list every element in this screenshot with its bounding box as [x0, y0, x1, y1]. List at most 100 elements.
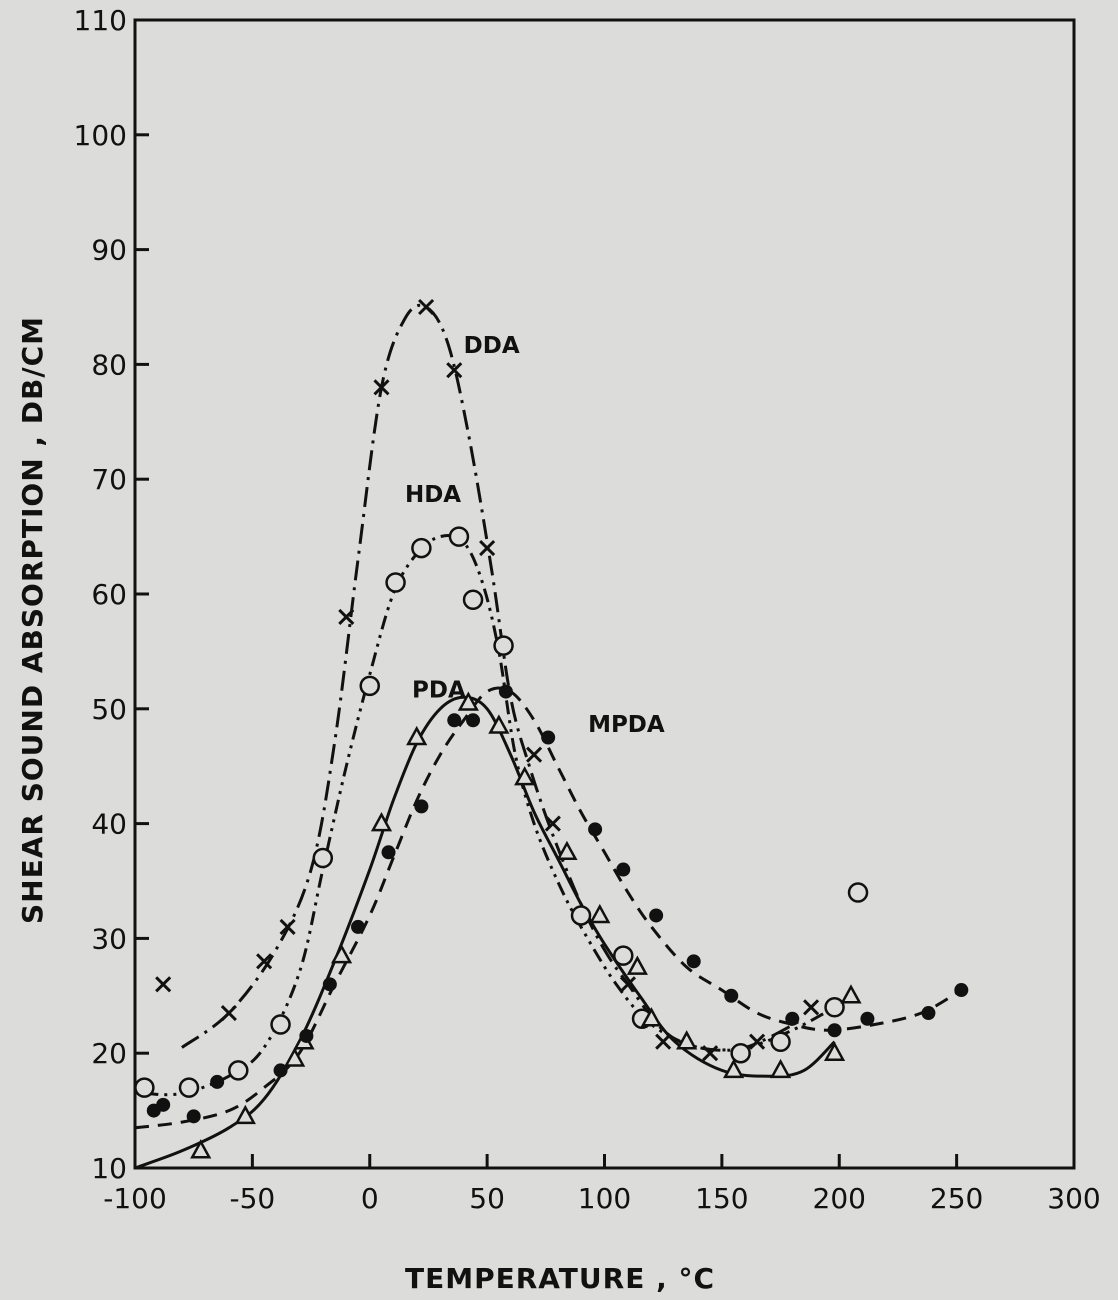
data-point-mpda	[860, 1011, 875, 1026]
data-point-dda	[373, 379, 390, 396]
data-point-pda	[488, 714, 510, 734]
data-point-hda	[613, 945, 634, 966]
data-point-mpda	[299, 1028, 314, 1043]
data-point-mpda	[588, 822, 603, 837]
y-tick-label: 50	[91, 693, 127, 726]
data-point-dda	[479, 540, 496, 557]
data-point-pda	[840, 984, 862, 1004]
y-tick-label: 110	[74, 4, 127, 37]
data-point-mpda	[351, 919, 366, 934]
x-tick-label: 200	[813, 1182, 866, 1215]
series-label-dda: DDA	[464, 333, 520, 359]
data-point-pda	[589, 903, 611, 924]
x-tick-label: 50	[469, 1182, 505, 1215]
y-tick-label: 40	[91, 808, 127, 841]
data-point-mpda	[686, 954, 701, 969]
data-point-mpda	[498, 684, 513, 699]
y-tick-label: 30	[91, 922, 127, 955]
data-point-dda	[803, 999, 820, 1016]
x-tick-label: 150	[695, 1182, 748, 1215]
data-point-pda	[769, 1058, 792, 1079]
data-point-mpda	[921, 1006, 936, 1021]
y-tick-label: 60	[91, 578, 127, 611]
series-labels: DDA HDA PDA MPDA	[405, 333, 665, 738]
data-point-pda	[626, 955, 648, 975]
series-label-mpda: MPDA	[588, 712, 665, 738]
data-point-pda	[190, 1139, 212, 1159]
data-point-dda	[256, 953, 273, 970]
data-point-hda	[847, 882, 869, 903]
data-point-hda	[411, 537, 432, 559]
data-point-hda	[448, 526, 470, 547]
data-point-dda	[279, 918, 296, 935]
series-markers	[134, 298, 969, 1159]
x-tick-label: 0	[361, 1182, 379, 1215]
data-point-hda	[730, 1042, 751, 1064]
data-point-hda	[312, 847, 334, 869]
data-point-mpda	[466, 713, 481, 728]
series-label-pda: PDA	[412, 677, 466, 703]
data-point-hda	[134, 1077, 155, 1098]
x-tick-label: -50	[230, 1182, 276, 1215]
data-point-mpda	[273, 1063, 288, 1078]
data-point-hda	[385, 572, 406, 593]
x-tick-label: 250	[930, 1182, 983, 1215]
data-point-mpda	[322, 977, 337, 992]
data-point-dda	[155, 976, 172, 993]
y-tick-label: 90	[91, 234, 127, 267]
y-tick-label: 100	[74, 119, 127, 152]
data-point-mpda	[447, 713, 462, 728]
data-point-dda	[544, 815, 561, 832]
data-point-pda	[514, 766, 536, 786]
data-point-hda	[462, 589, 484, 610]
data-point-pda	[676, 1030, 698, 1050]
data-point-mpda	[649, 908, 664, 923]
data-point-hda	[359, 675, 380, 697]
data-point-mpda	[724, 988, 739, 1003]
data-point-pda	[457, 691, 479, 711]
x-axis-title: TEMPERATURE , °C	[405, 1262, 715, 1295]
series-line-hda	[144, 534, 836, 1097]
data-point-dda	[619, 976, 637, 993]
y-axis-title: SHEAR SOUND ABSORPTION , DB/CM	[16, 316, 49, 924]
data-point-mpda	[785, 1011, 800, 1026]
series-label-hda: HDA	[405, 482, 461, 508]
data-point-mpda	[381, 845, 396, 860]
data-point-dda	[220, 1004, 237, 1022]
data-point-hda	[770, 1031, 791, 1052]
data-point-pda	[370, 812, 393, 832]
data-point-dda	[446, 362, 463, 379]
data-point-mpda	[954, 983, 969, 998]
x-tick-label: -100	[103, 1182, 167, 1215]
data-point-dda	[749, 1033, 766, 1050]
data-point-hda	[270, 1014, 291, 1035]
data-point-pda	[234, 1104, 256, 1125]
data-point-dda	[526, 746, 543, 763]
data-point-pda	[640, 1007, 663, 1027]
data-point-hda	[228, 1060, 249, 1081]
data-point-dda	[418, 298, 435, 316]
data-point-pda	[723, 1058, 745, 1079]
y-tick-label: 20	[91, 1037, 127, 1070]
data-point-hda	[570, 905, 592, 926]
data-point-pda	[406, 725, 428, 746]
data-point-pda	[556, 840, 578, 861]
x-tick-label: 300	[1047, 1182, 1100, 1215]
y-tick-label: 70	[91, 463, 127, 496]
data-point-pda	[284, 1047, 306, 1067]
data-point-dda	[702, 1045, 719, 1062]
data-point-mpda	[414, 799, 429, 814]
data-point-hda	[824, 997, 845, 1018]
data-point-pda	[823, 1041, 846, 1061]
y-tick-label: 80	[91, 348, 127, 381]
axis-ticks: -100 -50 0 50 100 150 200 250 300 10 20 30 40 50 60 70 8…	[74, 4, 1101, 1215]
data-point-mpda	[186, 1109, 201, 1124]
data-point-dda	[655, 1033, 672, 1050]
data-point-mpda	[156, 1097, 171, 1112]
data-point-mpda	[827, 1023, 842, 1038]
data-point-hda	[493, 635, 514, 656]
data-point-hda	[178, 1077, 200, 1098]
data-point-mpda	[210, 1074, 225, 1089]
y-tick-label: 10	[91, 1152, 127, 1185]
